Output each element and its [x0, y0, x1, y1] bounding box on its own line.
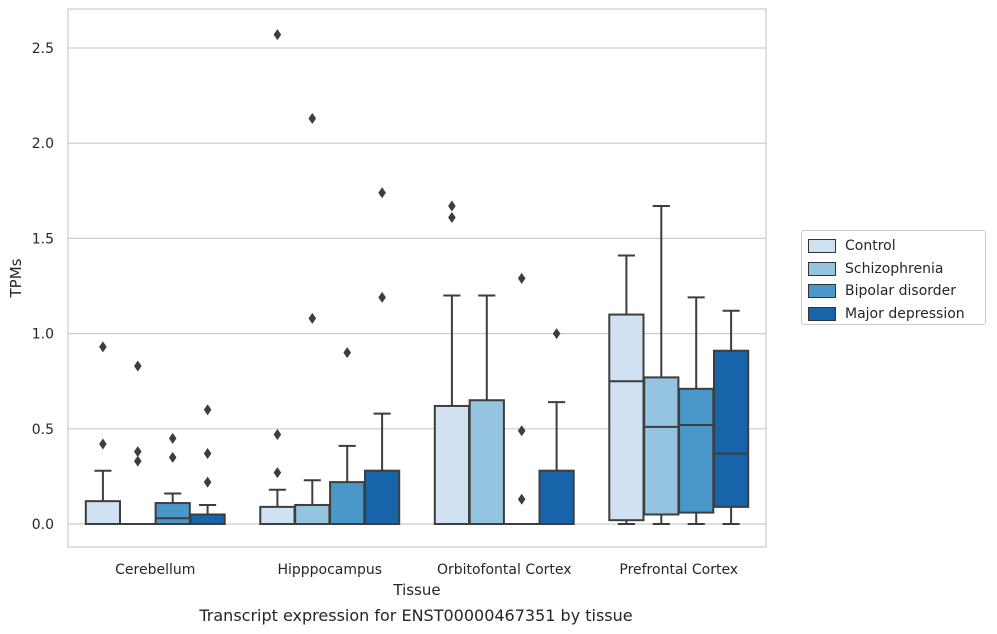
box-2-1 [468, 294, 505, 525]
box-rect [189, 513, 226, 525]
y-axis-label: TPMs [7, 258, 25, 298]
outlier-point [517, 493, 526, 505]
box-0-2 [154, 432, 191, 525]
outlier-point [99, 438, 107, 450]
outlier-point [517, 272, 526, 284]
box-1-3 [363, 187, 401, 525]
legend-swatch [808, 306, 836, 321]
outlier-point [168, 432, 177, 444]
outlier-point [273, 29, 282, 41]
box-0-0 [84, 341, 122, 526]
outlier-point [308, 312, 317, 324]
outlier-point [134, 360, 142, 372]
outlier-point [378, 291, 386, 303]
x-tick-label: Cerebellum [115, 562, 195, 578]
y-tick-label: 1.5 [32, 231, 54, 247]
box-1-0 [259, 29, 296, 526]
outlier-point [273, 467, 282, 479]
outlier-point [134, 455, 142, 467]
legend-swatch [808, 284, 836, 299]
legend-entry: Schizophrenia [808, 258, 985, 281]
outlier-point [448, 200, 456, 212]
box-rect [538, 469, 575, 525]
outlier-point [378, 187, 386, 199]
outlier-point [168, 451, 177, 463]
box-0-3 [189, 404, 226, 525]
y-tick-label: 2.5 [32, 41, 54, 57]
legend-entry: Control [808, 235, 985, 258]
outlier-point [552, 328, 561, 340]
outlier-point [517, 425, 526, 437]
box-rect [329, 481, 366, 525]
box-3-3 [712, 309, 750, 525]
y-tick-label: 1.0 [32, 327, 54, 343]
outlier-point [203, 476, 212, 488]
y-tick-label: 0.5 [32, 422, 54, 438]
y-tick-label: 0.0 [32, 517, 54, 533]
box-3-2 [678, 296, 715, 525]
box-rect [259, 505, 296, 526]
outlier-point [134, 446, 142, 458]
outlier-point [448, 211, 456, 223]
legend-entry: Bipolar disorder [808, 280, 985, 303]
plot-frame [67, 8, 767, 548]
outlier-point [99, 341, 107, 353]
box-rect [294, 503, 331, 525]
box-3-1 [643, 205, 680, 525]
box-3-0 [608, 254, 645, 525]
y-tick-labels: 0.0 0.5 1.0 1.5 2.0 2.5 [32, 41, 54, 533]
legend-label: Control [845, 238, 896, 255]
legend-swatch [808, 261, 836, 276]
box-rect [678, 387, 715, 514]
box-rect [468, 399, 505, 525]
box-1-2 [329, 347, 366, 525]
legend-label: Major depression [845, 305, 965, 322]
box-rect [433, 404, 471, 525]
boxes [84, 29, 750, 526]
legend-label: Schizophrenia [845, 260, 944, 277]
box-2-2 [503, 272, 540, 526]
legend-label: Bipolar disorder [845, 283, 957, 300]
x-tick-labels: Cerebellum Hipppocampus Orbitofontal Corte… [115, 562, 738, 578]
box-2-0 [433, 200, 471, 525]
box-2-3 [538, 328, 575, 525]
box-rect [84, 500, 122, 526]
outlier-point [308, 112, 317, 124]
outlier-point [203, 448, 212, 460]
legend: Control Schizophrenia Bipolar disorder Majo… [801, 230, 986, 325]
outlier-point [343, 347, 351, 359]
y-tick-label: 2.0 [32, 136, 54, 152]
box-rect [154, 502, 191, 525]
box-rect [363, 469, 401, 525]
outlier-point [203, 404, 212, 416]
chart-title: Transcript expression for ENST0000046735… [199, 606, 633, 625]
grid-lines [68, 47, 766, 525]
x-tick-label: Prefrontal Cortex [619, 562, 738, 578]
x-axis-label: Tissue [392, 581, 440, 599]
x-tick-label: Orbitofontal Cortex [437, 562, 572, 578]
box-rect [712, 349, 750, 508]
box-0-1 [119, 360, 156, 526]
legend-entry: Major depression [808, 303, 985, 326]
box-1-1 [294, 112, 331, 525]
x-tick-label: Hipppocampus [277, 562, 382, 578]
box-rect [643, 376, 680, 516]
outlier-point [273, 429, 282, 441]
box-rect [608, 313, 645, 522]
legend-swatch [808, 239, 836, 254]
